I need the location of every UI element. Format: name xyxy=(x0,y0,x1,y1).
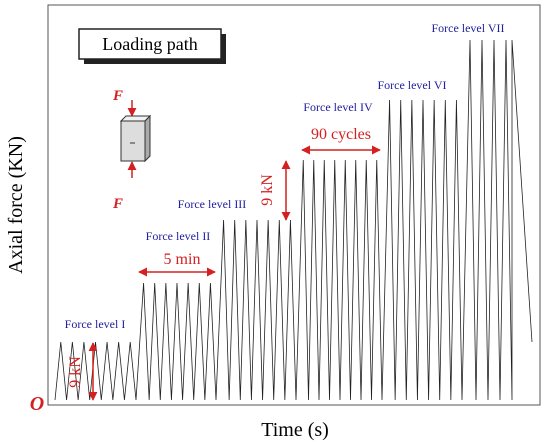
level-label: Force level I xyxy=(65,317,126,331)
level-label: Force level VII xyxy=(431,21,504,35)
level-label: Force level IV xyxy=(303,100,373,114)
force-label: F xyxy=(112,88,123,104)
level-label: Force level II xyxy=(146,229,211,243)
origin-label: O xyxy=(30,393,44,415)
specimen xyxy=(120,120,146,162)
duration-label: 5 min xyxy=(164,251,201,268)
force-label: F xyxy=(112,196,123,212)
legend-box xyxy=(78,28,222,60)
y-axis-label: Axial force (KN) xyxy=(5,136,27,274)
plot-frame xyxy=(47,4,541,406)
increment-label: 9 kN xyxy=(67,356,84,388)
cycles-label: 90 cycles xyxy=(311,126,371,143)
level-label: Force level III xyxy=(178,197,247,211)
load-curve xyxy=(54,39,533,401)
level-label: Force level VI xyxy=(377,78,446,92)
load-cycles xyxy=(54,39,533,401)
increment-label: 9 kN xyxy=(259,174,276,206)
legend-text: Loading path xyxy=(102,34,197,54)
specimen-side xyxy=(144,114,151,163)
x-axis-label: Time (s) xyxy=(261,419,329,441)
